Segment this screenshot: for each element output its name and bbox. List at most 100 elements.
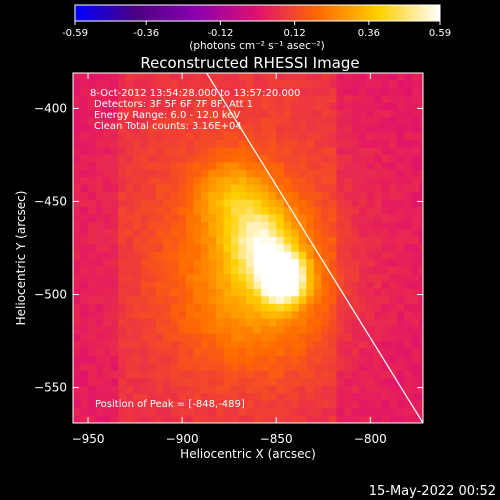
heatmap-cell [216, 199, 225, 208]
heatmap-cell [231, 192, 240, 201]
heatmap-cell [261, 393, 270, 402]
heatmap-cell [208, 177, 217, 186]
heatmap-cell [140, 132, 149, 141]
heatmap-cell [268, 400, 277, 409]
heatmap-cell [155, 370, 164, 379]
heatmap-cell [216, 125, 225, 134]
heatmap-cell [110, 370, 119, 379]
heatmap-cell [185, 80, 195, 89]
heatmap-cell [396, 184, 405, 193]
heatmap-cell [381, 199, 390, 208]
heatmap-cell [185, 311, 195, 320]
heatmap-cell [366, 355, 375, 365]
heatmap-cell [366, 214, 375, 223]
heatmap-cell [118, 80, 127, 89]
heatmap-cell [155, 266, 164, 275]
chart-title: Reconstructed RHESSI Image [140, 54, 359, 72]
heatmap-cell [163, 236, 172, 245]
heatmap-cell [125, 214, 134, 223]
heatmap-cell [298, 125, 307, 134]
heatmap-cell [268, 274, 277, 283]
heatmap-cell [389, 274, 398, 283]
heatmap-cell [336, 296, 345, 305]
heatmap-cell [298, 259, 307, 268]
heatmap-cell [328, 303, 338, 312]
heatmap-cell [328, 162, 338, 171]
heatmap-cell [396, 117, 405, 126]
heatmap-cell [366, 363, 375, 372]
heatmap-cell [178, 80, 187, 89]
heatmap-cell [276, 326, 285, 335]
heatmap-cell [231, 73, 240, 82]
heatmap-cell [291, 408, 300, 417]
heatmap-cell [103, 408, 112, 417]
heatmap-cell [95, 408, 104, 417]
heatmap-cell [276, 80, 285, 89]
heatmap-cell [343, 348, 353, 357]
heatmap-cell [381, 244, 390, 253]
heatmap-cell [125, 296, 134, 305]
heatmap-cell [404, 199, 413, 208]
heatmap-cell [110, 95, 119, 104]
heatmap-cell [268, 184, 277, 193]
heatmap-cell [396, 102, 405, 111]
heatmap-cell [396, 370, 405, 379]
heatmap-cell [133, 244, 142, 253]
heatmap-cell [125, 363, 134, 372]
heatmap-cell [95, 363, 104, 372]
heatmap-cell [163, 199, 172, 208]
heatmap-cell [351, 95, 360, 104]
heatmap-cell [118, 288, 127, 298]
heatmap-cell [163, 125, 172, 134]
heatmap-cell [193, 385, 202, 394]
heatmap-cell [261, 266, 270, 275]
heatmap-cell [95, 281, 104, 290]
heatmap-cell [253, 221, 262, 230]
heatmap-cell [125, 341, 134, 350]
heatmap-cell [110, 385, 119, 394]
heatmap-cell [321, 288, 330, 298]
heatmap-cell [328, 169, 338, 178]
heatmap-cell [163, 341, 172, 350]
heatmap-cell [261, 132, 270, 141]
heatmap-cell [200, 274, 210, 283]
heatmap-cell [208, 110, 217, 119]
heatmap-cell [163, 132, 172, 141]
heatmap-cell [381, 132, 390, 141]
heatmap-cell [336, 169, 345, 178]
heatmap-cell [404, 102, 413, 111]
heatmap-cell [389, 95, 398, 104]
heatmap-cell [374, 393, 383, 402]
heatmap-cell [404, 110, 413, 119]
heatmap-cell [404, 73, 413, 82]
heatmap-cell [359, 162, 368, 171]
heatmap-cell [133, 80, 142, 89]
heatmap-cell [185, 281, 195, 290]
heatmap-cell [185, 274, 195, 283]
heatmap-cell [185, 125, 195, 134]
heatmap-cell [148, 259, 157, 268]
heatmap-cell [253, 251, 262, 260]
heatmap-cell [208, 385, 217, 394]
heatmap-cell [396, 259, 405, 268]
heatmap-cell [261, 274, 270, 283]
heatmap-cell [396, 132, 405, 141]
heatmap-cell [88, 393, 97, 402]
heatmap-cell [306, 355, 315, 365]
heatmap-cell [321, 102, 330, 111]
heatmap-cell [125, 400, 134, 409]
heatmap-cell [95, 199, 104, 208]
heatmap-cell [133, 303, 142, 312]
heatmap-cell [253, 87, 262, 96]
heatmap-cell [389, 393, 398, 402]
heatmap-cell [328, 393, 338, 402]
heatmap-cell [343, 125, 353, 134]
heatmap-cell [140, 147, 149, 156]
heatmap-cell [246, 214, 255, 223]
heatmap-cell [80, 266, 89, 275]
heatmap-cell [118, 154, 127, 163]
heatmap-cell [110, 102, 119, 111]
heatmap-cell [110, 296, 119, 305]
heatmap-cell [118, 184, 127, 193]
heatmap-cell [155, 393, 164, 402]
